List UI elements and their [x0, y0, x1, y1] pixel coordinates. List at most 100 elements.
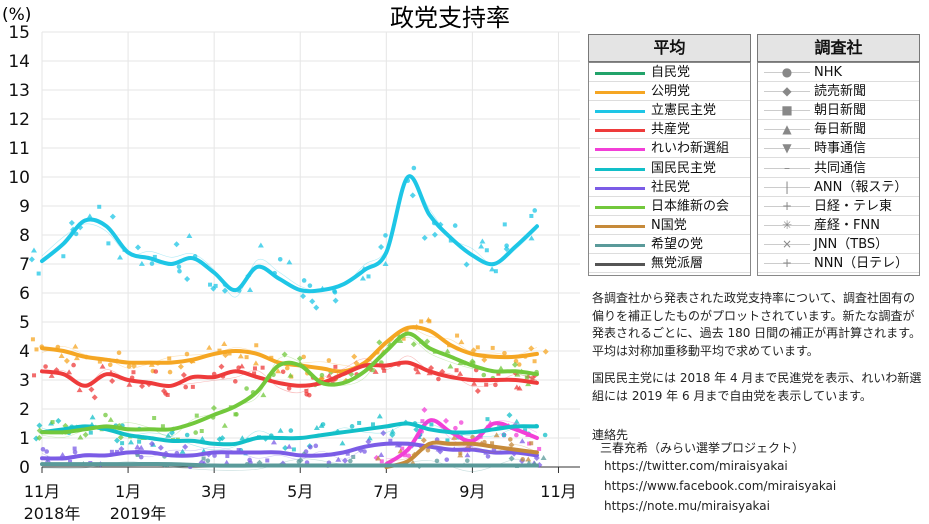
poll-point	[404, 328, 409, 333]
source-item: ● NHK	[758, 63, 919, 83]
poll-point	[115, 449, 120, 454]
note-link[interactable]: https://note.mu/miraisyakai	[604, 499, 770, 513]
source-marker-icon: ×	[762, 235, 812, 254]
legend-label: 希望の党	[651, 236, 704, 252]
poll-point	[61, 254, 66, 259]
poll-point	[277, 427, 284, 433]
poll-point	[403, 453, 408, 458]
poll-point	[529, 213, 534, 218]
poll-point	[313, 443, 319, 449]
poll-point	[280, 369, 286, 375]
source-item: ■ 朝日新聞	[758, 101, 919, 121]
poll-point	[91, 394, 98, 401]
poll-point	[489, 266, 496, 272]
poll-point	[72, 449, 78, 455]
poll-point	[165, 392, 170, 397]
poll-point	[308, 444, 313, 450]
poll-point	[333, 364, 338, 369]
poll-point	[227, 351, 232, 356]
series-line-2	[40, 174, 539, 294]
poll-point	[103, 412, 108, 418]
poll-point	[257, 242, 264, 248]
x-tick-label: 7月	[373, 482, 399, 501]
source-item: – 共同通信	[758, 159, 919, 178]
source-label: NHK	[814, 65, 843, 80]
poll-point	[349, 424, 355, 429]
poll-point	[455, 333, 460, 338]
source-marker-icon: ✳	[762, 216, 812, 235]
poll-point	[421, 234, 428, 241]
poll-point	[254, 343, 259, 348]
poll-point	[58, 353, 65, 359]
poll-point	[199, 436, 206, 442]
poll-point	[194, 413, 199, 418]
source-label: NNN（日テレ）	[814, 256, 909, 271]
poll-point	[44, 449, 50, 454]
facebook-link[interactable]: https://www.facebook.com/miraisyakai	[604, 479, 837, 493]
poll-point	[425, 447, 431, 453]
poll-point	[114, 437, 121, 444]
poll-point	[72, 343, 79, 349]
poll-point	[252, 366, 257, 371]
poll-point	[401, 336, 406, 341]
poll-point	[383, 233, 388, 238]
poll-point	[152, 416, 157, 421]
source-item: ▼ 時事通信	[758, 139, 919, 159]
poll-point	[221, 422, 228, 428]
poll-point	[508, 455, 515, 462]
x-tick-label: 11月	[24, 482, 60, 501]
poll-point	[184, 432, 190, 438]
poll-point	[116, 254, 123, 260]
poll-point	[152, 254, 157, 259]
poll-point	[30, 247, 37, 253]
poll-point	[532, 208, 538, 213]
poll-point	[318, 422, 325, 428]
poll-point	[97, 204, 102, 209]
legend-label: 共産党	[651, 122, 691, 138]
poll-point	[176, 264, 182, 270]
poll-point	[277, 257, 283, 262]
poll-point	[88, 430, 93, 435]
poll-point	[419, 319, 424, 324]
poll-point	[330, 379, 335, 384]
poll-point	[445, 438, 450, 443]
poll-point	[288, 428, 294, 433]
source-marker-icon: ■	[762, 101, 812, 120]
poll-point	[179, 448, 186, 454]
source-marker-icon: –	[762, 159, 812, 178]
y-tick-label: 3	[19, 371, 30, 391]
poll-point	[180, 372, 187, 379]
poll-point	[375, 455, 382, 461]
poll-point	[511, 361, 518, 368]
legend-label: れいわ新選組	[651, 141, 730, 157]
poll-point	[313, 304, 320, 311]
poll-point	[481, 372, 487, 378]
poll-point	[291, 447, 296, 452]
poll-point	[116, 350, 122, 356]
legend-item: 立憲民主党	[589, 101, 750, 121]
poll-point	[537, 446, 542, 451]
poll-point	[475, 345, 480, 350]
series-line-8	[384, 440, 539, 469]
poll-point	[208, 282, 213, 287]
poll-point	[478, 243, 485, 249]
source-marker-icon: ●	[762, 63, 812, 82]
twitter-link[interactable]: https://twitter.com/miraisyakai	[604, 459, 788, 473]
poll-point	[167, 369, 173, 375]
poll-point	[281, 351, 288, 358]
poll-point	[260, 392, 267, 398]
poll-point	[134, 444, 141, 450]
poll-point	[221, 287, 228, 294]
poll-point	[342, 457, 349, 464]
y-tick-label: 2	[19, 400, 30, 420]
source-item: ✳ 産経・FNN	[758, 216, 919, 235]
poll-point	[86, 213, 93, 219]
poll-point	[524, 375, 529, 380]
chart-series-lines	[40, 174, 539, 472]
poll-point	[479, 238, 486, 244]
poll-point	[36, 422, 43, 429]
x-tick-label: 9月	[459, 482, 485, 501]
poll-point	[118, 446, 125, 453]
poll-point	[464, 452, 471, 458]
poll-point	[233, 379, 238, 384]
